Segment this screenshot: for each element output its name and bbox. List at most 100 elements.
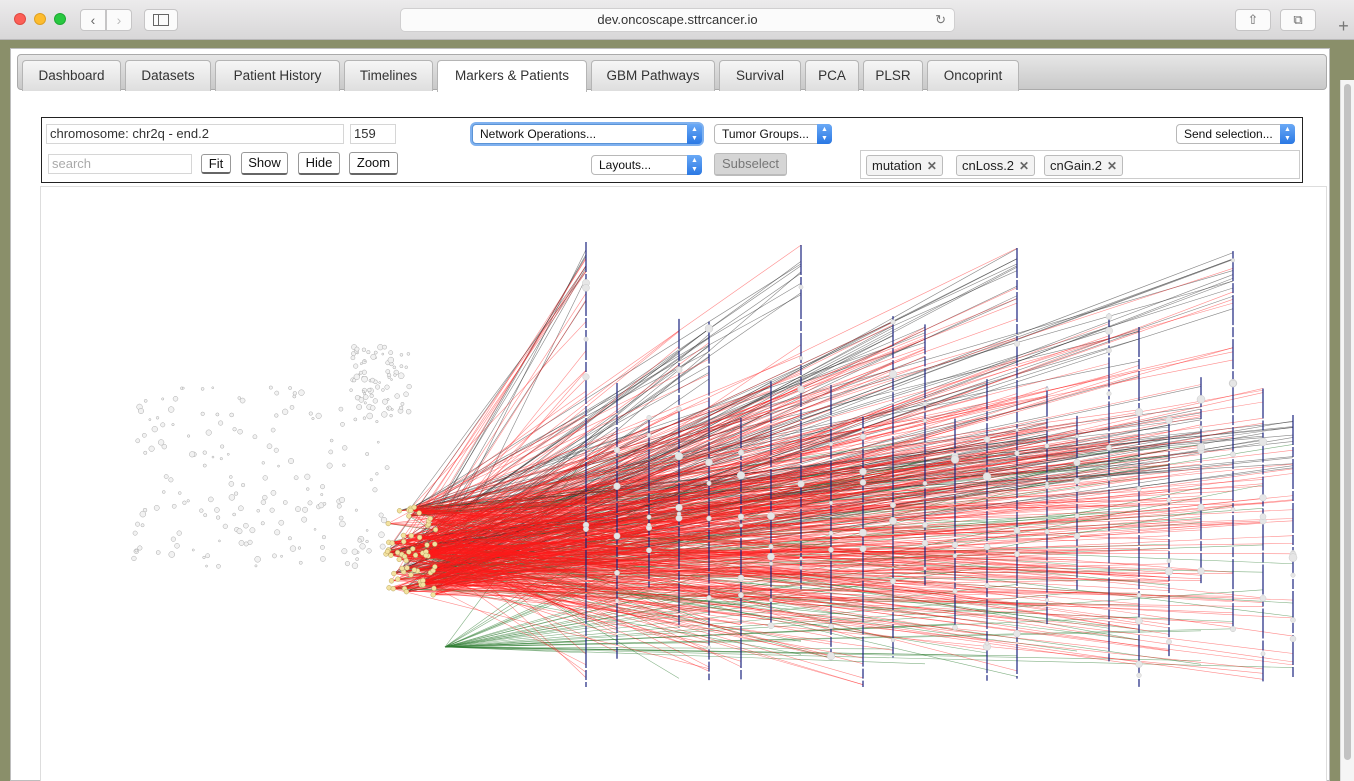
marker-node bbox=[582, 284, 590, 292]
tab-overview-button[interactable]: ⧉ bbox=[1280, 9, 1316, 31]
updown-arrow-icon: ▲ ▼ bbox=[1280, 124, 1295, 144]
patient-node bbox=[238, 540, 245, 546]
network-edge bbox=[427, 401, 1018, 526]
marker-node bbox=[1166, 638, 1172, 645]
close-icon[interactable]: ✕ bbox=[926, 159, 937, 173]
network-edge bbox=[401, 428, 650, 555]
patient-node bbox=[234, 491, 239, 496]
hide-button[interactable]: Hide bbox=[298, 152, 340, 175]
tab-gbm-pathways[interactable]: GBM Pathways bbox=[591, 60, 715, 91]
reload-icon[interactable]: ↻ bbox=[935, 12, 946, 27]
marker-node bbox=[1289, 635, 1297, 643]
patient-node bbox=[289, 545, 297, 552]
back-button[interactable]: ‹ bbox=[80, 9, 106, 31]
patient-node bbox=[308, 411, 313, 416]
marker-node bbox=[797, 480, 805, 488]
network-edge bbox=[427, 391, 772, 526]
show-button[interactable]: Show bbox=[241, 152, 288, 175]
tab-patient-history[interactable]: Patient History bbox=[215, 60, 340, 91]
marker-node bbox=[1259, 513, 1267, 520]
send-selection-select[interactable]: Send selection... ▲ ▼ bbox=[1176, 124, 1295, 144]
patient-node bbox=[313, 528, 317, 531]
patient-node bbox=[160, 422, 166, 428]
marker-node bbox=[707, 645, 711, 650]
network-edge bbox=[401, 520, 1264, 555]
network-graph[interactable] bbox=[41, 187, 1327, 781]
marker-node bbox=[952, 588, 958, 594]
tab-datasets[interactable]: Datasets bbox=[125, 60, 211, 91]
patient-node bbox=[132, 530, 138, 536]
page-scrollbar[interactable] bbox=[1340, 80, 1354, 781]
patient-node bbox=[260, 521, 265, 526]
tab-markers-patients[interactable]: Markers & Patients bbox=[437, 60, 587, 92]
patient-node bbox=[386, 406, 390, 410]
patient-node bbox=[411, 567, 417, 573]
network-edge bbox=[415, 498, 1202, 556]
zoom-button[interactable]: Zoom bbox=[349, 152, 398, 175]
chromosome-field[interactable]: chromosome: chr2q - end.2 bbox=[46, 124, 344, 144]
network-canvas[interactable] bbox=[40, 186, 1327, 781]
edge-type-tags[interactable]: mutation ✕ cnLoss.2 ✕ cnGain.2 ✕ bbox=[860, 150, 1300, 179]
network-edge bbox=[392, 542, 864, 679]
close-window-button[interactable] bbox=[14, 13, 26, 25]
patient-node bbox=[430, 592, 436, 598]
patient-node bbox=[392, 365, 397, 370]
tab-dashboard[interactable]: Dashboard bbox=[22, 60, 121, 91]
patient-node bbox=[388, 350, 394, 356]
network-edge bbox=[444, 640, 802, 648]
network-edge bbox=[408, 421, 1294, 517]
tab-oncoprint[interactable]: Oncoprint bbox=[927, 60, 1019, 91]
patient-node bbox=[385, 520, 391, 527]
network-edge bbox=[393, 588, 1264, 674]
patient-node bbox=[387, 375, 391, 380]
tab-plsr[interactable]: PLSR bbox=[863, 60, 923, 91]
new-tab-button[interactable]: + bbox=[1333, 16, 1354, 40]
patient-node bbox=[219, 457, 223, 461]
close-icon[interactable]: ✕ bbox=[1019, 159, 1030, 173]
network-edge bbox=[428, 416, 988, 521]
count-field[interactable]: 159 bbox=[350, 124, 396, 144]
scroll-thumb[interactable] bbox=[1344, 84, 1351, 760]
patient-node bbox=[353, 417, 358, 422]
marker-node bbox=[1105, 326, 1113, 335]
tab-pca[interactable]: PCA bbox=[805, 60, 859, 91]
network-edge bbox=[433, 429, 956, 571]
patient-node bbox=[168, 477, 174, 483]
patient-node bbox=[354, 346, 360, 352]
patient-node bbox=[405, 408, 412, 415]
tabs-icon: ⧉ bbox=[1293, 12, 1303, 27]
address-bar[interactable]: dev.oncoscape.sttrcancer.io ↻ bbox=[400, 8, 955, 32]
marker-node bbox=[1106, 391, 1112, 397]
marker-node bbox=[1166, 558, 1172, 564]
layouts-select[interactable]: Layouts... ▲ ▼ bbox=[591, 155, 702, 175]
close-icon[interactable]: ✕ bbox=[1107, 159, 1118, 173]
patient-node bbox=[138, 408, 144, 414]
patient-node bbox=[320, 493, 324, 497]
search-input[interactable]: search bbox=[48, 154, 192, 174]
sidebar-toggle-button[interactable] bbox=[144, 9, 178, 31]
patient-node bbox=[202, 463, 207, 468]
tab-timelines[interactable]: Timelines bbox=[344, 60, 433, 91]
marker-node bbox=[859, 545, 867, 553]
sidebar-icon bbox=[153, 14, 169, 26]
network-edge bbox=[433, 570, 1202, 581]
tumor-groups-select[interactable]: Tumor Groups... ▲ ▼ bbox=[714, 124, 832, 144]
minimize-window-button[interactable] bbox=[34, 13, 46, 25]
marker-node bbox=[1014, 450, 1020, 456]
network-edge bbox=[426, 551, 1170, 591]
forward-button[interactable]: › bbox=[106, 9, 132, 31]
network-edge bbox=[410, 574, 772, 621]
patient-node bbox=[320, 484, 326, 490]
patient-node bbox=[161, 443, 167, 450]
tab-survival[interactable]: Survival bbox=[719, 60, 801, 91]
network-operations-select[interactable]: Network Operations... ▲ ▼ bbox=[472, 124, 702, 144]
marker-node bbox=[1106, 476, 1112, 481]
subselect-button[interactable]: Subselect bbox=[714, 153, 787, 176]
share-button[interactable]: ⇧ bbox=[1235, 9, 1271, 31]
patient-node bbox=[262, 475, 268, 481]
zoom-window-button[interactable] bbox=[54, 13, 66, 25]
marker-node bbox=[1166, 497, 1172, 503]
fit-button[interactable]: Fit bbox=[201, 154, 231, 174]
network-edge bbox=[390, 330, 680, 556]
network-edge bbox=[408, 412, 618, 511]
